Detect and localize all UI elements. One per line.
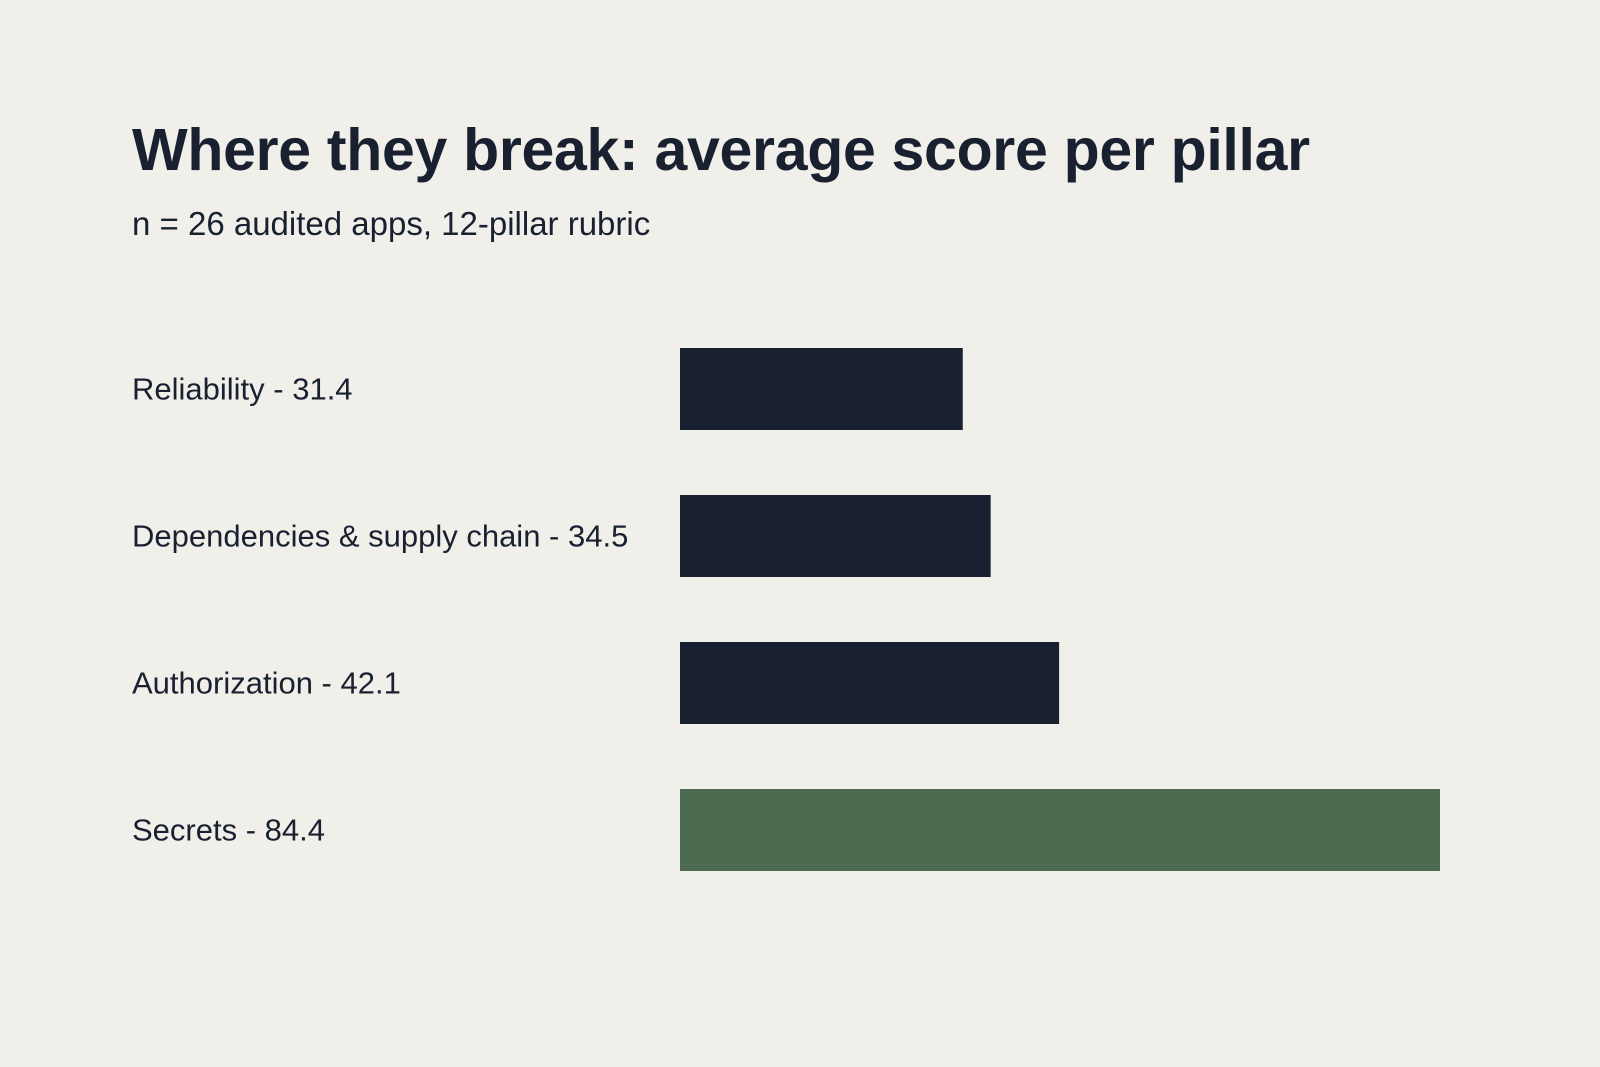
bar-label: Authorization - 42.1 (132, 666, 401, 701)
bar-secrets (680, 789, 1440, 871)
chart-subtitle: n = 26 audited apps, 12-pillar rubric (132, 205, 651, 242)
chart-title: Where they break: average score per pill… (132, 117, 1310, 183)
bar-reliability (680, 348, 963, 430)
bar-label: Reliability - 31.4 (132, 372, 353, 407)
bar-label: Secrets - 84.4 (132, 813, 325, 848)
bar-label: Dependencies & supply chain - 34.5 (132, 519, 628, 554)
bar-authorization (680, 642, 1060, 724)
bar-dependencies-supply-chain (680, 495, 991, 577)
